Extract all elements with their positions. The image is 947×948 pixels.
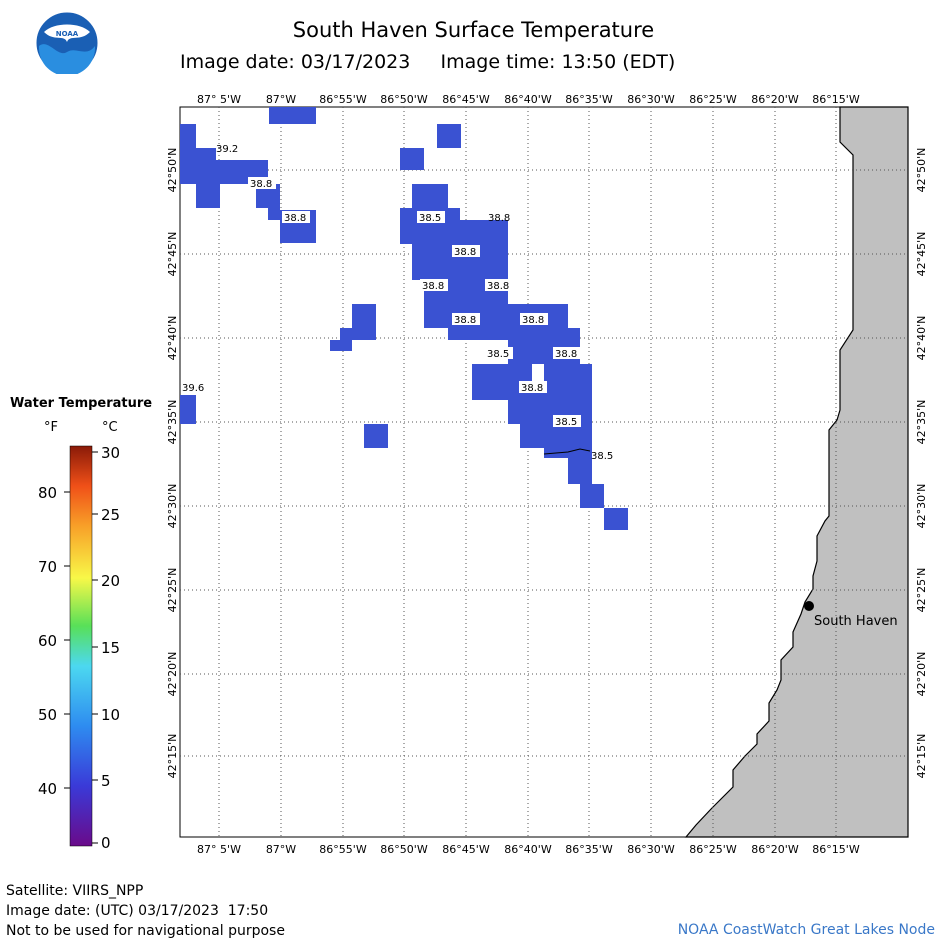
legend-c-tick: 0 — [101, 834, 111, 852]
lon-label: 86°35'W — [565, 93, 613, 106]
land-area — [684, 106, 909, 838]
footer-info: Satellite: VIIRS_NPP Image date: (UTC) 0… — [6, 881, 285, 941]
lon-label: 87°W — [266, 93, 296, 106]
lon-label: 86°15'W — [812, 843, 860, 856]
lat-label: 42°45'N — [915, 232, 928, 277]
lon-label: 86°50'W — [380, 843, 428, 856]
page-title: South Haven Surface Temperature — [292, 18, 655, 42]
sst-cells — [180, 107, 628, 530]
lon-label: 86°25'W — [689, 843, 737, 856]
lon-label: 86°35'W — [565, 843, 613, 856]
lon-label: 87°W — [266, 843, 296, 856]
legend-c-tick: 20 — [101, 572, 120, 590]
temp-label: 38.8 — [454, 315, 476, 326]
lon-label: 86°40'W — [504, 93, 552, 106]
lat-label: 42°40'N — [915, 316, 928, 361]
image-time-label: Image time: 13:50 (EDT) — [440, 51, 676, 73]
lat-label: 42°40'N — [166, 316, 179, 361]
lat-label: 42°45'N — [166, 232, 179, 277]
temp-label: 38.8 — [521, 383, 543, 394]
temp-label: 38.8 — [488, 213, 510, 224]
legend-f-tick: 50 — [38, 706, 57, 724]
temp-label: 39.2 — [216, 144, 238, 155]
lon-label: 86°30'W — [627, 93, 675, 106]
temp-label: 38.8 — [555, 349, 577, 360]
lat-label: 42°30'N — [166, 484, 179, 529]
lon-labels-top: 87° 5'W 87°W 86°55'W 86°50'W 86°45'W 86°… — [197, 93, 860, 106]
temp-label: 38.8 — [522, 315, 544, 326]
lon-label: 86°30'W — [627, 843, 675, 856]
contour-line — [543, 448, 591, 455]
lat-label: 42°50'N — [915, 148, 928, 193]
lon-label: 86°50'W — [380, 93, 428, 106]
lon-label: 86°55'W — [319, 843, 367, 856]
lon-label: 86°15'W — [812, 93, 860, 106]
lat-label: 42°20'N — [166, 652, 179, 697]
lat-label: 42°15'N — [915, 734, 928, 779]
legend-unit-f: °F — [44, 420, 58, 435]
logo-text: NOAA — [56, 30, 79, 38]
legend-c-tick: 25 — [101, 506, 120, 524]
lat-label: 42°20'N — [915, 652, 928, 697]
temp-label: 38.8 — [454, 247, 476, 258]
legend-unit-c: °C — [102, 420, 118, 435]
lon-label: 86°20'W — [751, 843, 799, 856]
lat-label: 42°50'N — [166, 148, 179, 193]
lon-label: 87° 5'W — [197, 93, 241, 106]
temp-label-backgrounds — [248, 177, 581, 427]
credit-label: NOAA CoastWatch Great Lakes Node — [677, 922, 935, 938]
lon-label: 86°25'W — [689, 93, 737, 106]
lat-label: 42°25'N — [166, 568, 179, 613]
legend-color-bar — [69, 445, 93, 847]
lon-label: 86°40'W — [504, 843, 552, 856]
temp-label: 38.5 — [487, 349, 509, 360]
lat-label: 42°25'N — [915, 568, 928, 613]
temp-labels: 39.2 38.8 38.8 38.5 38.8 38.8 38.8 38.8 … — [182, 144, 613, 462]
temp-label: 39.6 — [182, 383, 204, 394]
satellite-label: Satellite: VIIRS_NPP — [6, 883, 144, 899]
lat-label: 42°15'N — [166, 734, 179, 779]
temp-label: 38.5 — [419, 213, 441, 224]
temp-label: 38.5 — [555, 417, 577, 428]
legend-f-labels: 80 70 60 50 40 — [38, 484, 57, 798]
legend-title: Water Temperature — [10, 396, 153, 411]
lon-labels-bottom: 87° 5'W 87°W 86°55'W 86°50'W 86°45'W 86°… — [197, 843, 860, 856]
legend-f-tick: 70 — [38, 558, 57, 576]
temp-label: 38.8 — [250, 179, 272, 190]
legend-c-tick: 30 — [101, 444, 120, 462]
legend-f-tick: 80 — [38, 484, 57, 502]
temp-label: 38.8 — [284, 213, 306, 224]
utc-date-label: Image date: (UTC) 03/17/2023 17:50 — [6, 903, 269, 919]
city-label: South Haven — [814, 614, 898, 629]
image-date-label: Image date: 03/17/2023 — [180, 51, 411, 73]
legend-c-tick: 15 — [101, 639, 120, 657]
temp-label: 38.8 — [422, 281, 444, 292]
lat-label: 42°35'N — [915, 400, 928, 445]
lon-label: 86°20'W — [751, 93, 799, 106]
lon-label: 87° 5'W — [197, 843, 241, 856]
lat-label: 42°35'N — [166, 400, 179, 445]
lat-labels-left: 42°50'N 42°45'N 42°40'N 42°35'N 42°30'N … — [166, 148, 179, 779]
lon-label: 86°55'W — [319, 93, 367, 106]
legend-f-tick: 60 — [38, 632, 57, 650]
legend-c-labels: 30 25 20 15 10 5 0 — [101, 444, 120, 852]
legend-c-tick: 10 — [101, 706, 120, 724]
lon-label: 86°45'W — [442, 843, 490, 856]
legend-c-tick: 5 — [101, 772, 111, 790]
lon-label: 86°45'W — [442, 93, 490, 106]
disclaimer-label: Not to be used for navigational purpose — [6, 923, 285, 939]
lat-labels-right: 42°50'N 42°45'N 42°40'N 42°35'N 42°30'N … — [915, 148, 928, 779]
noaa-logo-icon: NOAA — [36, 12, 98, 74]
temp-label: 38.5 — [591, 451, 613, 462]
legend-f-tick: 40 — [38, 780, 57, 798]
image-date-time: Image date: 03/17/2023 Image time: 13:50… — [180, 51, 675, 73]
lat-label: 42°30'N — [915, 484, 928, 529]
temp-label: 38.8 — [487, 281, 509, 292]
city-marker-icon — [804, 601, 814, 611]
legend-ticks — [64, 451, 98, 844]
